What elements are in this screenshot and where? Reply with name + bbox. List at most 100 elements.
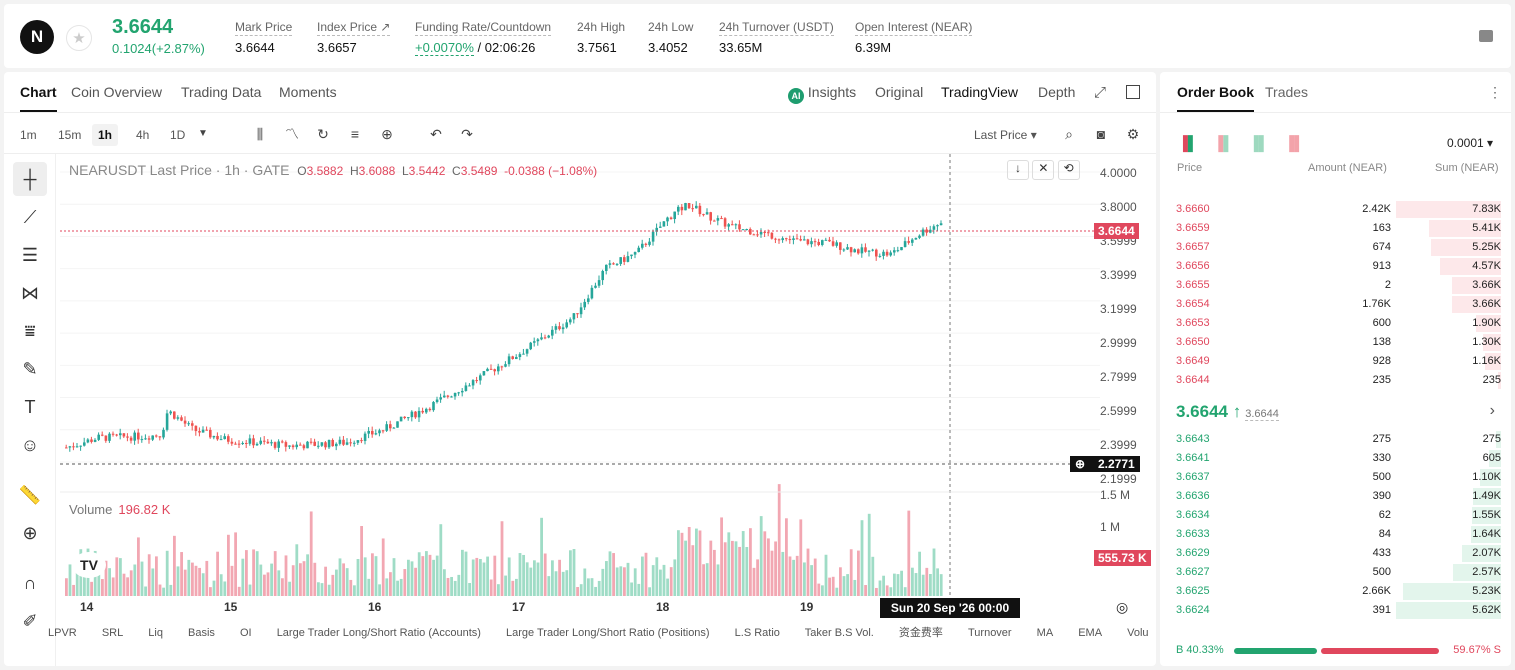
tab-chart[interactable]: Chart <box>20 84 57 112</box>
layout-toggle-icons[interactable]: ▐▌ ▐▌ ▐▌ ▐▌ <box>1178 135 1305 151</box>
text-tool-icon[interactable]: T <box>24 396 36 417</box>
ask-row[interactable]: 3.6657 674 5.25K <box>1176 238 1501 257</box>
ind-ls-ratio[interactable]: L.S Ratio <box>734 627 780 639</box>
window-icon[interactable] <box>1126 85 1140 99</box>
view-tradingview[interactable]: TradingView <box>941 84 1019 100</box>
tab-trading-data[interactable]: Trading Data <box>181 84 262 100</box>
crosshair-tool-icon[interactable]: ┼ <box>13 162 47 196</box>
ask-row[interactable]: 3.6656 913 4.57K <box>1176 257 1501 276</box>
bid-row[interactable]: 3.6634 62 1.55K <box>1176 506 1501 525</box>
order-sum: 1.10K <box>1472 471 1501 483</box>
ind-lt-accounts[interactable]: Large Trader Long/Short Ratio (Accounts) <box>276 627 481 639</box>
volume-bar <box>277 570 281 596</box>
ind-turnover[interactable]: Turnover <box>967 627 1012 639</box>
ind-srl[interactable]: SRL <box>101 627 124 639</box>
volume-bar <box>453 580 457 596</box>
price-type-select[interactable]: Last Price ▾ <box>974 128 1037 142</box>
magnet-tool-icon[interactable]: ∩ <box>23 572 37 593</box>
ask-row[interactable]: 3.6654 1.76K 3.66K <box>1176 295 1501 314</box>
bid-row[interactable]: 3.6625 2.66K 5.23K <box>1176 582 1501 601</box>
ind-liq[interactable]: Liq <box>148 627 163 639</box>
tab-coin-overview[interactable]: Coin Overview <box>71 84 163 100</box>
brush-tool-icon[interactable]: ✎ <box>22 358 38 379</box>
refresh-icon[interactable]: ↻ <box>317 126 329 142</box>
candle-body <box>306 441 309 449</box>
chart-controls[interactable]: ↓ ✕ ⟲ <box>1007 160 1080 180</box>
trendline-tool-icon[interactable]: ⟋ <box>23 206 37 227</box>
view-depth[interactable]: Depth <box>1038 84 1076 100</box>
template-icon[interactable]: ≡ <box>350 126 360 142</box>
bid-row[interactable]: 3.6636 390 1.49K <box>1176 487 1501 506</box>
chevron-right-icon[interactable]: › <box>1489 402 1495 419</box>
search-icon[interactable]: ⌕ <box>1065 126 1073 142</box>
bid-row[interactable]: 3.6641 330 605 <box>1176 449 1501 468</box>
ask-row[interactable]: 3.6660 2.42K 7.83K <box>1176 200 1501 219</box>
ask-row[interactable]: 3.6644 235 235 <box>1176 371 1501 390</box>
bid-row[interactable]: 3.6637 500 1.10K <box>1176 468 1501 487</box>
ask-row[interactable]: 3.6649 928 1.16K <box>1176 352 1501 371</box>
bid-row[interactable]: 3.6633 84 1.64K <box>1176 525 1501 544</box>
undo-icon[interactable]: ↶ <box>430 126 442 142</box>
tf-15m[interactable]: 15m <box>58 128 82 142</box>
bid-row[interactable]: 3.6629 433 2.07K <box>1176 544 1501 563</box>
camera-icon[interactable]: ◙ <box>1096 126 1106 142</box>
ask-row[interactable]: 3.6655 2 3.66K <box>1176 276 1501 295</box>
candlestick-chart[interactable] <box>60 154 1100 614</box>
ask-row[interactable]: 3.6650 138 1.30K <box>1176 333 1501 352</box>
chevron-down-icon[interactable]: ▼ <box>198 128 208 139</box>
zoom-tool-icon[interactable]: ⊕ <box>22 522 38 543</box>
ind-lt-positions[interactable]: Large Trader Long/Short Ratio (Positions… <box>505 627 710 639</box>
stat-index-price[interactable]: Index Price ↗ 3.6657 <box>317 20 391 55</box>
bid-row[interactable]: 3.6627 500 2.57K <box>1176 563 1501 582</box>
tf-4h[interactable]: 4h <box>136 128 150 142</box>
ind-taker[interactable]: Taker B.S Vol. <box>804 627 874 639</box>
tab-trades[interactable]: Trades <box>1265 84 1309 100</box>
more-icon[interactable]: ⋮ <box>1488 84 1502 100</box>
hlines-tool-icon[interactable]: ☰ <box>21 244 39 265</box>
candle-type-icon[interactable]: ⫼ <box>256 126 264 142</box>
ind-funding[interactable]: 资金费率 <box>898 627 943 639</box>
ind-ema[interactable]: EMA <box>1078 627 1103 639</box>
bid-row[interactable]: 3.6643 275 275 <box>1176 430 1501 449</box>
ind-lpvr[interactable]: LPVR <box>48 627 77 639</box>
book-icon[interactable] <box>1479 30 1493 42</box>
favorite-star-icon[interactable]: ★ <box>66 25 92 51</box>
bid-row[interactable]: 3.6624 391 5.62K <box>1176 601 1501 620</box>
pencil-lock-icon[interactable]: ✐ <box>22 610 38 631</box>
view-original[interactable]: Original <box>875 84 924 100</box>
gear-icon[interactable]: ⚙ <box>1126 126 1140 142</box>
candle-body <box>299 444 302 446</box>
collapse-icon[interactable]: ✕ <box>1032 160 1055 180</box>
pattern-tool-icon[interactable]: ⋈ <box>21 282 39 303</box>
add-indicator-icon[interactable]: ⊕ <box>381 126 393 142</box>
volume-bar <box>133 564 137 596</box>
loop-icon[interactable]: ⟲ <box>1057 160 1080 180</box>
tab-moments[interactable]: Moments <box>279 84 337 100</box>
fib-tool-icon[interactable]: ⩸ <box>24 320 36 341</box>
arrow-down-icon[interactable]: ↓ <box>1007 160 1029 180</box>
tick-size-select[interactable]: 0.0001 ▾ <box>1447 136 1494 150</box>
indicator-icon[interactable]: 〽 <box>285 126 299 142</box>
ind-basis[interactable]: Basis <box>188 627 215 639</box>
price-axis[interactable]: 4.0000 3.8000 3.5999 3.3999 3.1999 2.999… <box>1100 166 1137 534</box>
order-amount: 235 <box>1372 374 1391 386</box>
tf-1d[interactable]: 1D <box>170 128 186 142</box>
emoji-tool-icon[interactable]: ☺ <box>20 434 40 455</box>
tab-order-book[interactable]: Order Book <box>1177 84 1255 112</box>
ask-row[interactable]: 3.6653 600 1.90K <box>1176 314 1501 333</box>
volume-bar <box>651 565 655 596</box>
add-alert-icon[interactable]: ⊕ <box>1074 457 1086 471</box>
ind-oi[interactable]: OI <box>240 627 252 639</box>
ruler-tool-icon[interactable]: 📏 <box>18 484 42 505</box>
redo-icon[interactable]: ↷ <box>461 126 473 142</box>
tf-1m[interactable]: 1m <box>20 128 37 142</box>
expand-icon[interactable]: ⤢ <box>1094 84 1107 101</box>
ask-row[interactable]: 3.6659 163 5.41K <box>1176 219 1501 238</box>
settings-circle-icon[interactable]: ◎ <box>1116 599 1129 615</box>
view-insights[interactable]: Insights <box>807 84 857 100</box>
tf-1h[interactable]: 1h <box>92 124 119 146</box>
candle-body <box>641 243 644 248</box>
time-axis[interactable]: 14 15 16 17 18 19 <box>80 600 814 614</box>
ind-volume[interactable]: Volu <box>1127 627 1149 639</box>
ind-ma[interactable]: MA <box>1036 627 1054 639</box>
